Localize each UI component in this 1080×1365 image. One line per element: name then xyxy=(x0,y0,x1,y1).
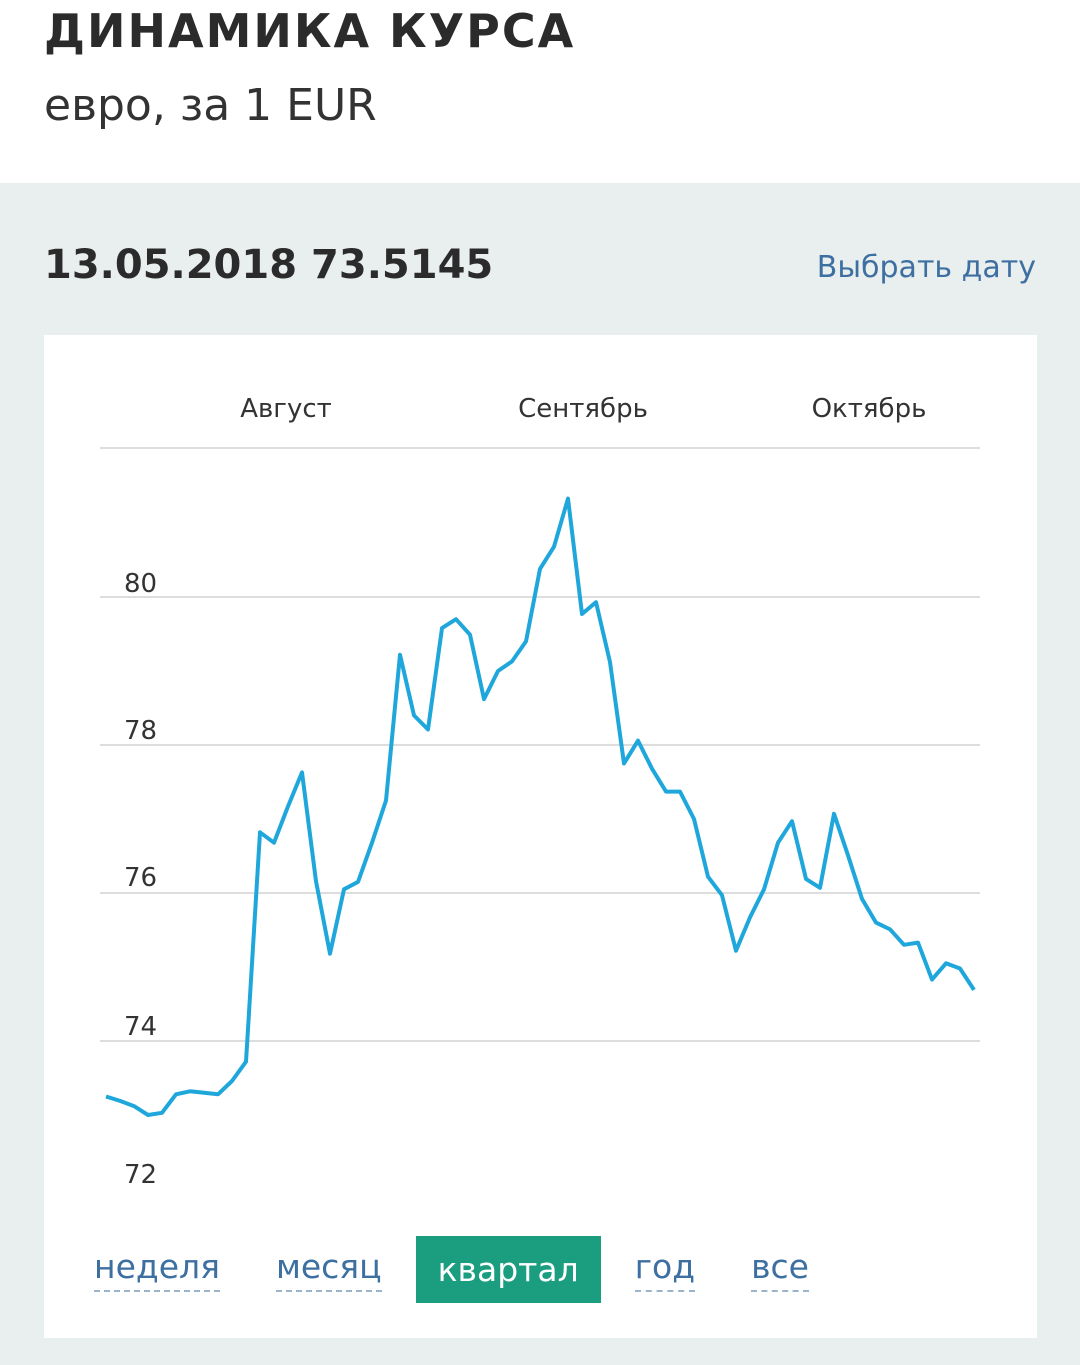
x-tick-label: Август xyxy=(240,394,332,424)
y-tick-label: 74 xyxy=(124,1012,157,1042)
tab-month[interactable]: месяц xyxy=(275,1247,382,1292)
x-tick-label: Октябрь xyxy=(812,394,927,424)
rate-date: 13.05.2018 xyxy=(44,242,298,288)
tab-week[interactable]: неделя xyxy=(94,1247,220,1292)
y-tick-label: 76 xyxy=(124,863,157,893)
period-tabs: неделя месяц квартал год все xyxy=(94,1228,865,1310)
pick-date-link[interactable]: Выбрать дату xyxy=(816,250,1036,285)
chart-gridlines xyxy=(100,447,980,1042)
chart-y-labels: 80 78 76 74 72 xyxy=(124,569,157,1190)
chart-x-labels: Август Сентябрь Октябрь xyxy=(240,394,926,424)
tab-year[interactable]: год xyxy=(634,1247,696,1292)
chart-card: Август Сентябрь Октябрь 80 78 76 74 72 н… xyxy=(44,335,1037,1338)
tab-quarter[interactable]: квартал xyxy=(415,1235,601,1303)
y-tick-label: 72 xyxy=(124,1160,157,1190)
currency-subtitle: евро, за 1 EUR xyxy=(44,80,377,131)
chart-series xyxy=(105,496,976,1117)
series-line-eur xyxy=(105,496,976,1117)
rate-chart: Август Сентябрь Октябрь 80 78 76 74 72 xyxy=(100,394,980,1190)
y-tick-label: 80 xyxy=(124,569,157,599)
header: ДИНАМИКА КУРСА евро, за 1 EUR xyxy=(0,0,1080,183)
current-rate: 13.05.2018 73.5145 xyxy=(44,242,507,288)
x-tick-label: Сентябрь xyxy=(518,394,648,424)
tab-all[interactable]: все xyxy=(751,1247,809,1292)
y-tick-label: 78 xyxy=(124,716,157,746)
rate-value: 73.5145 xyxy=(311,242,494,288)
page-title: ДИНАМИКА КУРСА xyxy=(44,4,576,58)
